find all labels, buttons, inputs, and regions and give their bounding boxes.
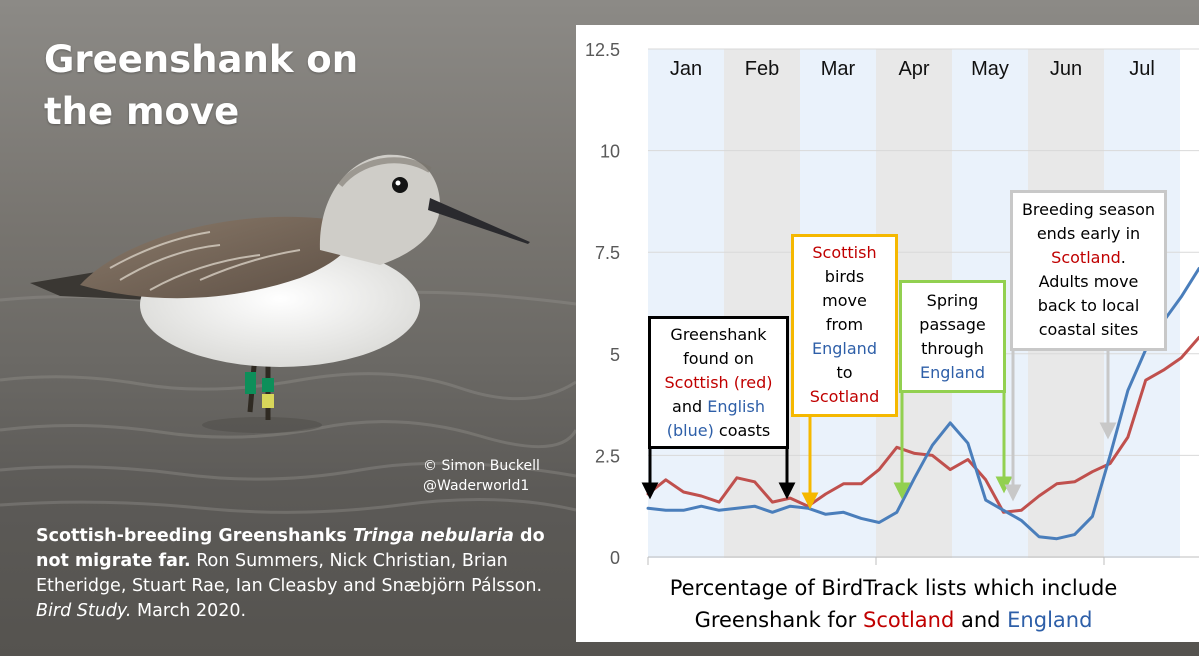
month-label-apr: Apr — [898, 58, 929, 80]
annotation-breeding-scotland: Scotland — [1051, 248, 1121, 267]
main-title: Greenshank on the move — [44, 34, 374, 138]
month-label-jun: Jun — [1050, 58, 1082, 80]
annotation-move-line1: Scottish — [812, 243, 877, 262]
photo-credit-name: © Simon Buckell — [423, 458, 540, 474]
black-arrows — [641, 448, 796, 500]
y-tick-label: 12.5 — [585, 40, 620, 60]
bird-illustration — [30, 154, 530, 420]
citation-bold-2: do not migrate far. — [36, 526, 545, 571]
annotation-move-to: to — [836, 363, 853, 382]
annotation-winter-and: and — [672, 397, 708, 416]
chart-caption: Percentage of BirdTrack lists which incl… — [576, 572, 1199, 636]
annotation-spring-passage: Spring passage through England — [899, 280, 1006, 393]
annotation-move-line4: from — [825, 315, 864, 334]
citation-bold-1: Scottish-breeding Greenshanks — [36, 526, 353, 546]
annotation-move-line3: move — [822, 291, 867, 310]
citation-authors: Ron Summers, Nick Christian, Brian Ether… — [36, 551, 543, 596]
annotation-winter-scottish: Scottish (red) — [664, 373, 773, 392]
annotation-breeding-line5: back to local — [1037, 296, 1140, 315]
y-tick-label: 10 — [600, 142, 620, 162]
annotation-move-england: England — [812, 339, 877, 358]
caption-prefix: Greenshank for — [694, 608, 863, 632]
annotation-spring-line3: through — [921, 339, 984, 358]
caption-scotland: Scotland — [862, 608, 955, 632]
annotation-winter: Greenshank found on Scottish (red) and E… — [648, 316, 789, 449]
line-chart: 0 2.5 5 7.5 10 12.5 Jan Feb Mar Apr May Jun Jul — [585, 40, 1199, 568]
y-tick-label: 5 — [610, 345, 620, 365]
citation-headline: Scottish-breeding Greenshanks Tringa neb… — [36, 526, 545, 571]
grey-arrows — [1004, 351, 1117, 502]
photo-credit: © Simon Buckell @Waderworld1 — [423, 456, 540, 496]
annotation-winter-blue: (blue) — [666, 421, 714, 440]
annotation-breeding-line2: ends early in — [1036, 224, 1141, 243]
month-band-jan — [648, 49, 724, 558]
title-line-1: Greenshank on — [44, 38, 359, 81]
annotation-winter-line2: found on — [683, 349, 754, 368]
y-tick-label: 2.5 — [595, 446, 620, 466]
yellow-arrow — [801, 416, 819, 510]
month-label-jan: Jan — [670, 58, 702, 80]
annotation-spring-line2: passage — [919, 315, 986, 334]
y-tick-label: 0 — [610, 548, 620, 568]
caption-england: England — [1007, 608, 1093, 632]
annotation-breeding-end: Breeding season ends early in Scotland. … — [1010, 190, 1167, 351]
annotation-winter-english: English — [707, 397, 765, 416]
annotation-breeding-line1: Breeding season — [1021, 200, 1156, 219]
month-label-mar: Mar — [821, 58, 856, 80]
annotation-spring-line1: Spring — [926, 291, 979, 310]
title-line-2: the move — [44, 90, 240, 133]
month-label-may: May — [971, 58, 1009, 80]
month-label-feb: Feb — [745, 58, 779, 80]
annotation-breeding-line6: coastal sites — [1038, 320, 1139, 339]
citation: Scottish-breeding Greenshanks Tringa neb… — [36, 524, 556, 624]
citation-journal: Bird Study. — [36, 601, 132, 621]
annotation-spring-england: England — [920, 363, 985, 382]
annotation-winter-line1: Greenshank — [670, 325, 767, 344]
caption-and: and — [954, 608, 1008, 632]
annotation-breeding-dot: . — [1120, 248, 1126, 267]
annotation-move-north: Scottish birds move from England to Scot… — [791, 234, 898, 417]
citation-date: March 2020. — [131, 601, 247, 621]
annotation-move-line2: birds — [824, 267, 865, 286]
y-tick-label: 7.5 — [595, 243, 620, 263]
green-arrows — [893, 393, 1013, 500]
caption-line-2: Greenshank for Scotland and England — [576, 604, 1199, 636]
series-line-england — [646, 267, 1199, 541]
caption-line-1: Percentage of BirdTrack lists which incl… — [669, 576, 1118, 600]
annotation-winter-coasts: coasts — [713, 421, 771, 440]
annotation-move-scotland: Scotland — [809, 387, 880, 406]
month-label-jul: Jul — [1129, 58, 1155, 80]
citation-species: Tringa nebularia — [352, 526, 514, 546]
annotation-breeding-line4: Adults move — [1038, 272, 1139, 291]
bird-shadow — [202, 417, 322, 433]
photo-credit-handle: @Waderworld1 — [423, 478, 530, 494]
